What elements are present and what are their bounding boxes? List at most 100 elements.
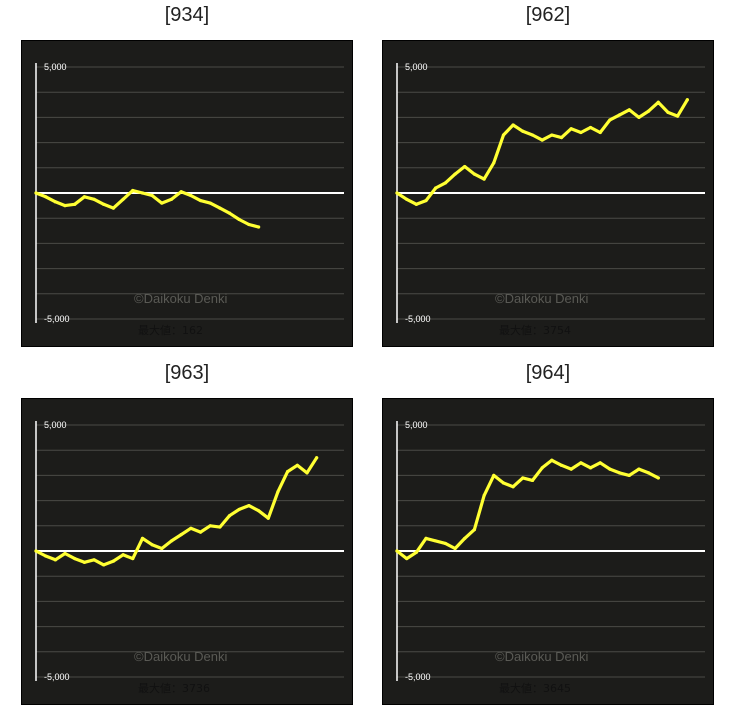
- max-value-label: 最大値：162: [138, 323, 203, 337]
- data-point: [179, 533, 183, 537]
- max-value-label: 最大値：3754: [499, 323, 571, 337]
- data-point: [256, 509, 261, 513]
- data-point: [102, 202, 106, 206]
- chart-area: 5,000 -5,000 ©Daikoku Denki 最大値：162: [22, 41, 352, 346]
- data-point: [140, 191, 145, 195]
- data-point: [608, 467, 612, 471]
- data-point: [44, 554, 48, 558]
- data-point: [266, 516, 270, 520]
- chart-area: 5,000 -5,000 ©Daikoku Denki 最大値：3736: [22, 399, 352, 704]
- data-point: [501, 133, 506, 137]
- data-point: [656, 476, 660, 480]
- data-point: [82, 195, 86, 199]
- data-point: [414, 550, 418, 554]
- data-point: [73, 556, 77, 561]
- data-point: [492, 473, 496, 477]
- data-point: [521, 129, 525, 133]
- y-tick-label-bottom: -5,000: [44, 672, 70, 682]
- data-point: [276, 490, 280, 494]
- data-point: [227, 211, 232, 215]
- data-point: [405, 556, 409, 561]
- watermark: ©Daikoku Denki: [134, 649, 228, 664]
- data-point: [424, 536, 428, 540]
- y-tick-label-top: 5,000: [405, 62, 428, 72]
- data-point: [434, 539, 438, 543]
- data-point: [131, 188, 135, 193]
- data-point: [588, 125, 593, 130]
- data-point: [656, 100, 660, 104]
- data-point: [395, 191, 399, 195]
- series-line: [34, 188, 261, 229]
- data-point: [218, 525, 222, 529]
- data-point: [424, 198, 428, 203]
- data-point: [608, 118, 612, 122]
- data-point: [395, 549, 399, 553]
- y-tick-label-bottom: -5,000: [405, 314, 431, 324]
- data-point: [140, 536, 145, 540]
- max-value-label: 最大値：3645: [499, 681, 571, 695]
- y-tick-label-top: 5,000: [44, 62, 67, 72]
- data-point: [617, 113, 622, 117]
- data-point: [247, 504, 251, 508]
- data-point: [676, 114, 680, 118]
- data-point: [443, 541, 447, 546]
- data-point: [295, 463, 299, 467]
- chart-svg: 5,000 -5,000 ©Daikoku Denki 最大値：3645: [395, 420, 705, 695]
- data-point: [666, 110, 670, 114]
- data-point: [53, 200, 57, 204]
- data-point: [472, 527, 477, 532]
- data-point: [405, 197, 409, 201]
- data-point: [63, 551, 67, 556]
- data-point: [617, 471, 622, 475]
- data-point: [198, 198, 203, 203]
- watermark: ©Daikoku Denki: [134, 291, 228, 306]
- data-point: [34, 191, 38, 195]
- data-point: [463, 164, 467, 169]
- chart-svg: 5,000 -5,000 ©Daikoku Denki 最大値：162: [34, 62, 344, 337]
- data-point: [588, 466, 593, 470]
- data-point: [189, 193, 193, 198]
- y-tick-label-bottom: -5,000: [405, 672, 431, 682]
- data-point: [111, 206, 116, 210]
- data-point: [511, 123, 515, 127]
- data-point: [453, 172, 457, 176]
- data-point: [247, 222, 251, 227]
- data-point: [169, 539, 174, 543]
- data-point: [218, 206, 222, 210]
- chart-svg: 5,000 -5,000 ©Daikoku Denki 最大値：3754: [395, 62, 705, 337]
- max-value-label: 最大値：3736: [138, 681, 210, 695]
- data-point: [286, 470, 290, 474]
- data-point: [34, 549, 38, 553]
- data-point: [237, 217, 241, 222]
- data-point: [237, 507, 241, 512]
- data-point: [482, 177, 486, 181]
- data-point: [647, 109, 651, 113]
- data-point: [102, 563, 106, 567]
- data-point: [598, 130, 602, 135]
- data-point: [685, 98, 689, 102]
- chart-title: [964]: [525, 362, 571, 384]
- data-point: [579, 461, 583, 465]
- data-point: [443, 181, 447, 185]
- data-point: [150, 543, 154, 547]
- data-point: [82, 560, 86, 564]
- data-point: [569, 467, 573, 471]
- y-tick-label-top: 5,000: [405, 420, 428, 430]
- data-point: [189, 526, 193, 530]
- data-point: [627, 473, 631, 477]
- chart-title: [934]: [164, 4, 210, 26]
- data-point: [482, 493, 486, 498]
- data-point: [208, 201, 212, 205]
- data-point: [559, 135, 564, 140]
- y-tick-label-bottom: -5,000: [44, 314, 70, 324]
- data-point: [579, 130, 583, 135]
- data-point: [131, 556, 135, 561]
- data-point: [256, 225, 261, 229]
- chart-title: [963]: [164, 362, 210, 384]
- data-point: [463, 536, 467, 540]
- data-point: [198, 530, 203, 534]
- data-point: [637, 467, 641, 471]
- data-point: [559, 463, 564, 467]
- data-point: [315, 456, 319, 460]
- watermark: ©Daikoku Denki: [495, 291, 589, 306]
